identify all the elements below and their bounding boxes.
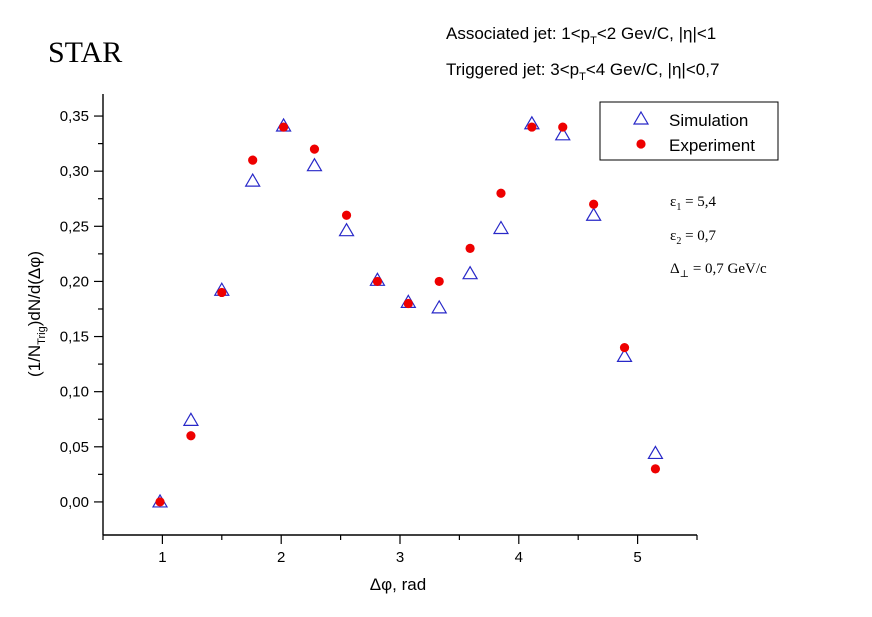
triggered-jet-label: Triggered jet: 3<pT<4 Gev/C, |η|<0,7 xyxy=(446,60,719,83)
chart-title: STAR xyxy=(48,36,122,69)
epsilon1-annotation: ε1 = 5,4 xyxy=(670,194,717,213)
x-tick-label: 3 xyxy=(396,549,404,566)
x-axis-label: Δφ, rad xyxy=(370,575,426,594)
simulation-point xyxy=(182,412,199,426)
simulation-point xyxy=(492,220,510,235)
parameter-annotations: ε1 = 5,4 ε2 = 0,7 Δ⊥ = 0,7 GeV/c xyxy=(670,194,767,280)
y-tick-label: 0,15 xyxy=(60,329,89,346)
y-tick-label: 0,30 xyxy=(60,163,89,180)
simulation-point xyxy=(338,222,355,237)
legend-simulation-label: Simulation xyxy=(669,111,748,130)
x-tick-label: 4 xyxy=(515,549,523,566)
simulation-point xyxy=(647,445,664,460)
simulation-point xyxy=(462,265,479,280)
associated-jet-label: Associated jet: 1<pT<2 Gev/C, |η|<1 xyxy=(446,24,716,47)
experiment-point xyxy=(372,276,383,287)
experiment-point xyxy=(217,287,227,298)
legend-simulation-marker xyxy=(632,110,650,125)
x-tick-label: 2 xyxy=(277,549,285,566)
experiment-point xyxy=(186,431,196,441)
experiment-point xyxy=(527,122,537,132)
experiment-point xyxy=(465,243,475,253)
y-ticks: 0,00 0,05 0,10 0,15 0,20 0,25 0,30 0,35 xyxy=(60,108,103,511)
experiment-point xyxy=(403,298,413,309)
simulation-point xyxy=(585,207,602,221)
experiment-point xyxy=(496,188,506,198)
experiment-point xyxy=(278,122,289,132)
delta-perp-annotation: Δ⊥ = 0,7 GeV/c xyxy=(670,261,767,280)
epsilon2-annotation: ε2 = 0,7 xyxy=(670,228,717,247)
legend: Simulation Experiment xyxy=(599,101,779,161)
simulation-point xyxy=(554,126,571,141)
experiment-point xyxy=(155,497,165,507)
y-tick-label: 0,05 xyxy=(60,439,89,456)
experiment-point xyxy=(434,276,444,287)
y-tick-label: 0,10 xyxy=(60,384,89,401)
y-axis-label: (1/NTrig)dN/d(Δφ) xyxy=(25,251,48,377)
x-tick-label: 5 xyxy=(633,549,641,566)
experiment-point xyxy=(589,199,599,209)
simulation-point xyxy=(431,299,448,314)
y-tick-label: 0,00 xyxy=(60,494,89,511)
experiment-point xyxy=(619,342,630,353)
experiment-point xyxy=(248,155,258,165)
y-tick-label: 0,25 xyxy=(60,218,89,235)
experiment-point xyxy=(341,210,352,220)
y-tick-label: 0,20 xyxy=(60,273,89,290)
experiment-point xyxy=(558,122,568,132)
experiment-point xyxy=(309,144,320,154)
experiment-point xyxy=(650,464,661,474)
x-ticks: 1 2 3 4 5 xyxy=(102,535,698,566)
series-experiment xyxy=(155,122,661,507)
legend-box xyxy=(599,101,779,161)
series-simulation xyxy=(151,115,664,508)
simulation-point xyxy=(306,157,323,172)
simulation-point xyxy=(616,348,633,362)
x-tick-label: 1 xyxy=(158,549,166,566)
legend-experiment-label: Experiment xyxy=(669,136,755,155)
legend-experiment-marker xyxy=(636,139,646,149)
y-tick-label: 0,35 xyxy=(60,108,89,125)
simulation-point xyxy=(244,172,261,187)
